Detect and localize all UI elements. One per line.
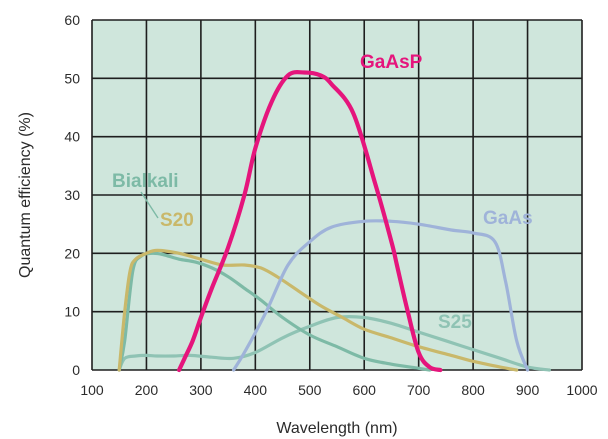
x-tick-label: 300 (189, 382, 213, 398)
y-axis-ticks: 0 10 20 30 40 50 60 (64, 12, 80, 378)
x-tick-label: 700 (407, 382, 431, 398)
series-label-gaasp: GaAsP (360, 52, 423, 73)
bialkali-leader-line (140, 191, 159, 219)
y-axis-title: Quantum efficiency (%) (17, 112, 34, 278)
x-tick-label: 200 (135, 382, 159, 398)
x-tick-label: 500 (298, 382, 322, 398)
grid-lines (91, 19, 583, 371)
y-tick-label: 40 (64, 129, 80, 145)
series-layer (117, 70, 551, 373)
x-tick-label: 1000 (566, 382, 597, 398)
x-tick-label: 800 (461, 382, 485, 398)
y-tick-label: 0 (72, 362, 80, 378)
x-tick-label: 600 (353, 382, 377, 398)
x-axis-title: Wavelength (nm) (276, 420, 397, 437)
y-tick-label: 30 (64, 187, 80, 203)
y-tick-label: 10 (64, 304, 80, 320)
x-tick-label: 400 (244, 382, 268, 398)
x-tick-label: 100 (80, 382, 104, 398)
series-line-gaasp (177, 70, 443, 373)
series-label-gaas: GaAs (483, 208, 533, 229)
series-line-s20 (117, 248, 519, 372)
x-axis-ticks: 100 200 300 400 500 600 700 800 900 1000 (80, 382, 597, 398)
x-tick-label: 900 (516, 382, 540, 398)
series-label-bialkali: Bialkali (112, 171, 179, 192)
series-line-gaas (232, 219, 530, 372)
series-label-s25: S25 (438, 312, 472, 333)
series-label-s20: S20 (160, 210, 194, 231)
y-tick-label: 20 (64, 245, 80, 261)
series-line-s25 (117, 314, 551, 372)
y-tick-label: 50 (64, 70, 80, 86)
y-tick-label: 60 (64, 12, 80, 28)
